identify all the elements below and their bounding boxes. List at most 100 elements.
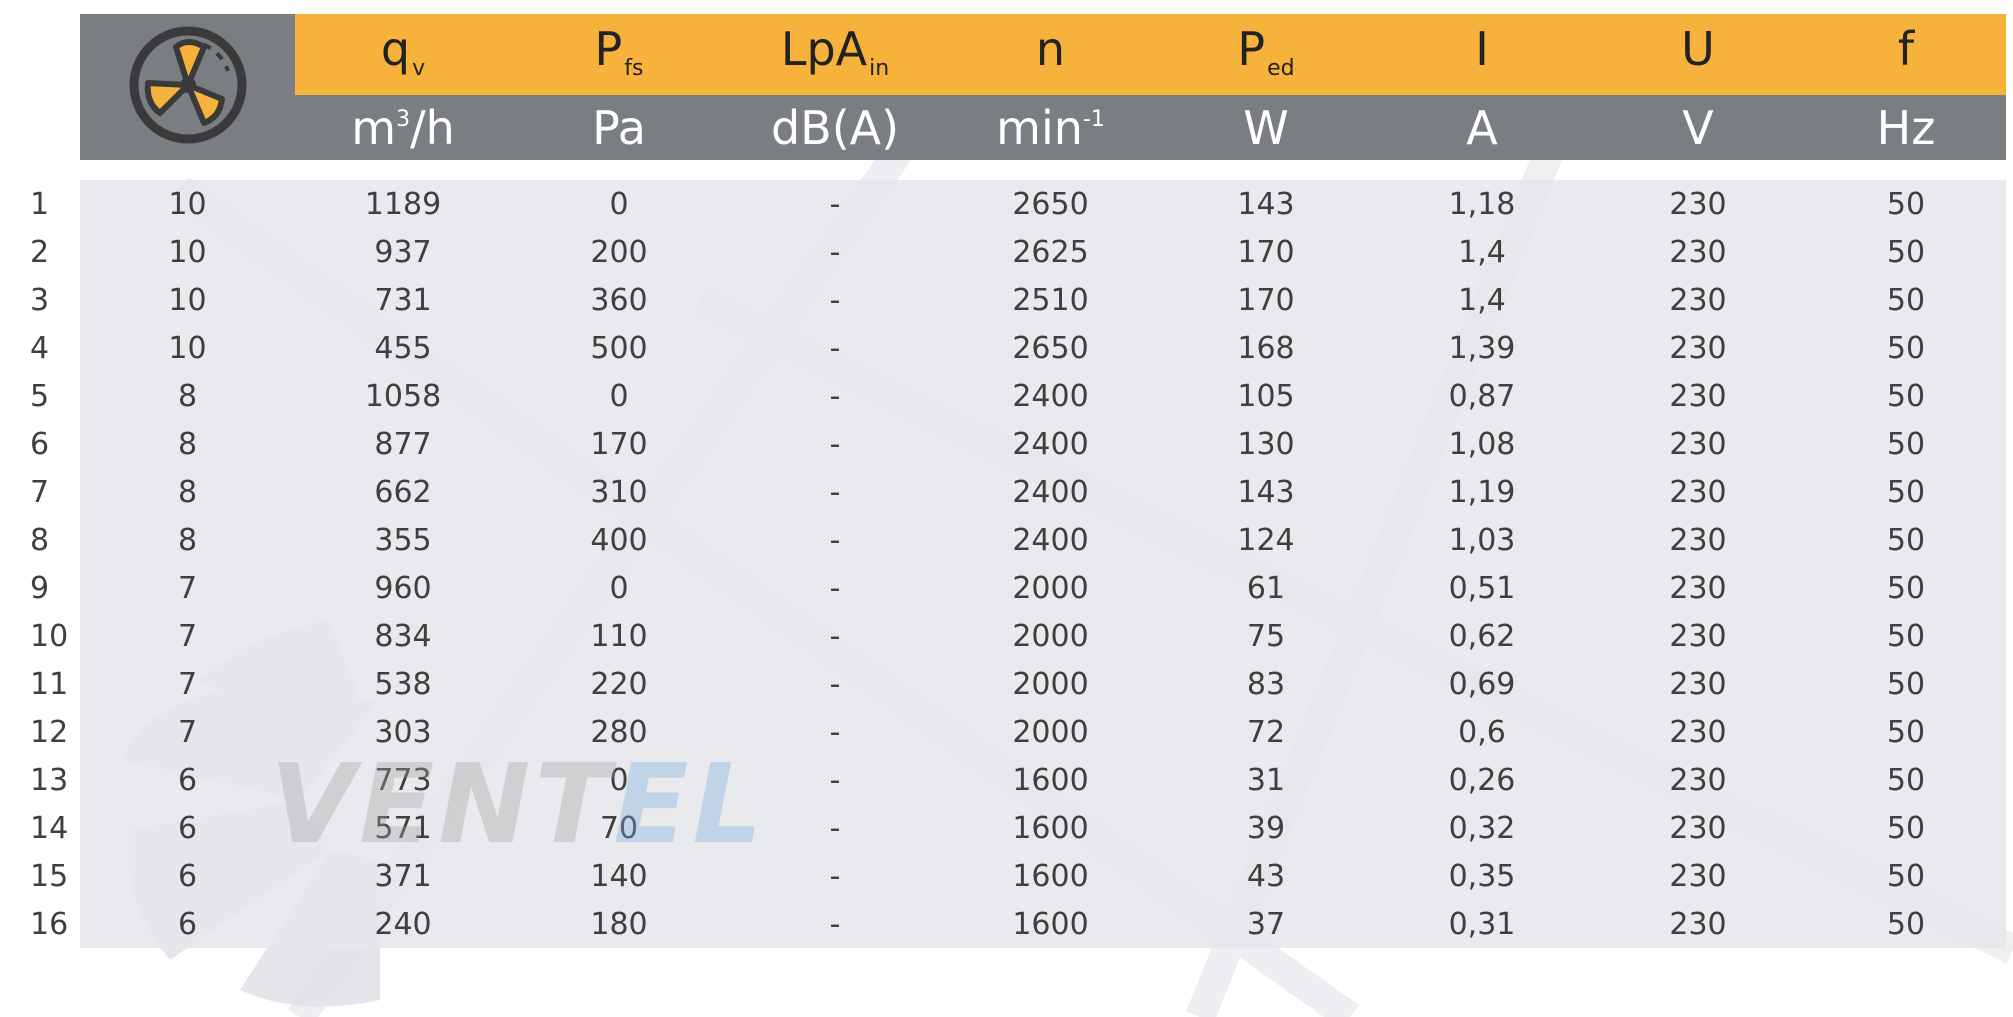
column-unit-n: min-1 <box>943 95 1158 160</box>
cell-ped: 143 <box>1158 180 1374 228</box>
cell-pfs: 360 <box>511 276 727 324</box>
cell-u: 230 <box>1590 660 1806 708</box>
cell-qv: 937 <box>295 228 511 276</box>
row-number: 2 <box>30 234 50 270</box>
cell-pfs: 0 <box>511 564 727 612</box>
cell-ped: 43 <box>1158 852 1374 900</box>
cell-u: 230 <box>1590 420 1806 468</box>
cell-qv: 571 <box>295 804 511 852</box>
cell-lpa: - <box>727 708 943 756</box>
column-symbol-i: I <box>1374 14 1590 96</box>
column-unit-i: A <box>1374 95 1590 160</box>
column-symbol-ped: Ped <box>1158 14 1374 96</box>
cell-qv: 371 <box>295 852 511 900</box>
cell-n: 2400 <box>943 372 1158 420</box>
cell-lpa: - <box>727 372 943 420</box>
cell-lpa: - <box>727 324 943 372</box>
cell-lpa: - <box>727 516 943 564</box>
cell-speed: 10 <box>80 276 295 324</box>
cell-n: 2510 <box>943 276 1158 324</box>
cell-ped: 105 <box>1158 372 1374 420</box>
row-number: 6 <box>30 426 50 462</box>
cell-speed: 8 <box>80 420 295 468</box>
cell-f: 50 <box>1806 468 2006 516</box>
cell-speed: 6 <box>80 852 295 900</box>
cell-u: 230 <box>1590 180 1806 228</box>
cell-n: 1600 <box>943 900 1158 948</box>
cell-u: 230 <box>1590 756 1806 804</box>
cell-pfs: 110 <box>511 612 727 660</box>
cell-u: 230 <box>1590 468 1806 516</box>
cell-ped: 170 <box>1158 228 1374 276</box>
cell-speed: 7 <box>80 708 295 756</box>
row-number: 10 <box>30 618 69 654</box>
cell-qv: 240 <box>295 900 511 948</box>
cell-speed: 6 <box>80 804 295 852</box>
cell-lpa: - <box>727 420 943 468</box>
cell-speed: 8 <box>80 468 295 516</box>
cell-speed: 10 <box>80 324 295 372</box>
cell-lpa: - <box>727 660 943 708</box>
cell-i: 1,03 <box>1374 516 1590 564</box>
row-number: 14 <box>30 810 69 846</box>
column-unit-lpa: dB(A) <box>727 95 943 160</box>
cell-i: 1,39 <box>1374 324 1590 372</box>
cell-u: 230 <box>1590 516 1806 564</box>
cell-pfs: 70 <box>511 804 727 852</box>
column-unit-qv: m3/h <box>295 95 511 160</box>
cell-i: 0,87 <box>1374 372 1590 420</box>
cell-ped: 37 <box>1158 900 1374 948</box>
cell-ped: 168 <box>1158 324 1374 372</box>
table-row: 11 7 538 220-2000 83 0,69 230 50 <box>0 660 2006 708</box>
cell-ped: 61 <box>1158 564 1374 612</box>
table-row: 15 6 371 140-1600 43 0,35 230 50 <box>0 852 2006 900</box>
cell-i: 0,31 <box>1374 900 1590 948</box>
column-symbol-n: n <box>943 14 1158 96</box>
cell-speed: 8 <box>80 372 295 420</box>
table-row: 9 7 960 0-2000 61 0,51 230 50 <box>0 564 2006 612</box>
cell-lpa: - <box>727 228 943 276</box>
cell-pfs: 310 <box>511 468 727 516</box>
cell-lpa: - <box>727 756 943 804</box>
cell-pfs: 200 <box>511 228 727 276</box>
cell-n: 2400 <box>943 468 1158 516</box>
cell-n: 2000 <box>943 612 1158 660</box>
cell-pfs: 170 <box>511 420 727 468</box>
cell-f: 50 <box>1806 708 2006 756</box>
cell-n: 1600 <box>943 804 1158 852</box>
cell-speed: 6 <box>80 756 295 804</box>
cell-f: 50 <box>1806 660 2006 708</box>
cell-n: 2650 <box>943 324 1158 372</box>
cell-u: 230 <box>1590 612 1806 660</box>
header-row-symbols: qv Pfs LpAin n Ped I U f <box>0 14 2006 160</box>
table-row: 14 6 571 70-1600 39 0,32 230 50 <box>0 804 2006 852</box>
cell-pfs: 0 <box>511 756 727 804</box>
cell-u: 230 <box>1590 804 1806 852</box>
cell-u: 230 <box>1590 372 1806 420</box>
cell-u: 230 <box>1590 852 1806 900</box>
cell-ped: 39 <box>1158 804 1374 852</box>
column-unit-f: Hz <box>1806 95 2006 160</box>
cell-qv: 731 <box>295 276 511 324</box>
cell-lpa: - <box>727 564 943 612</box>
column-symbol-pfs: Pfs <box>511 14 727 96</box>
cell-lpa: - <box>727 852 943 900</box>
cell-qv: 303 <box>295 708 511 756</box>
row-number: 3 <box>30 282 50 318</box>
cell-f: 50 <box>1806 516 2006 564</box>
cell-n: 2000 <box>943 564 1158 612</box>
cell-u: 230 <box>1590 708 1806 756</box>
cell-f: 50 <box>1806 612 2006 660</box>
cell-f: 50 <box>1806 180 2006 228</box>
cell-f: 50 <box>1806 852 2006 900</box>
cell-qv: 1058 <box>295 372 511 420</box>
cell-ped: 143 <box>1158 468 1374 516</box>
cell-u: 230 <box>1590 900 1806 948</box>
cell-n: 2400 <box>943 516 1158 564</box>
column-symbol-f: f <box>1806 14 2006 96</box>
table-row: 10 7 834 110-2000 75 0,62 230 50 <box>0 612 2006 660</box>
cell-f: 50 <box>1806 228 2006 276</box>
cell-lpa: - <box>727 276 943 324</box>
cell-pfs: 500 <box>511 324 727 372</box>
cell-u: 230 <box>1590 228 1806 276</box>
